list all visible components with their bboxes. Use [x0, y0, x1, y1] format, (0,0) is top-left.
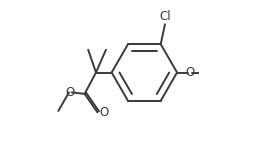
Text: O: O — [66, 86, 75, 99]
Text: Cl: Cl — [159, 10, 171, 23]
Text: O: O — [100, 106, 109, 119]
Text: O: O — [185, 66, 195, 79]
